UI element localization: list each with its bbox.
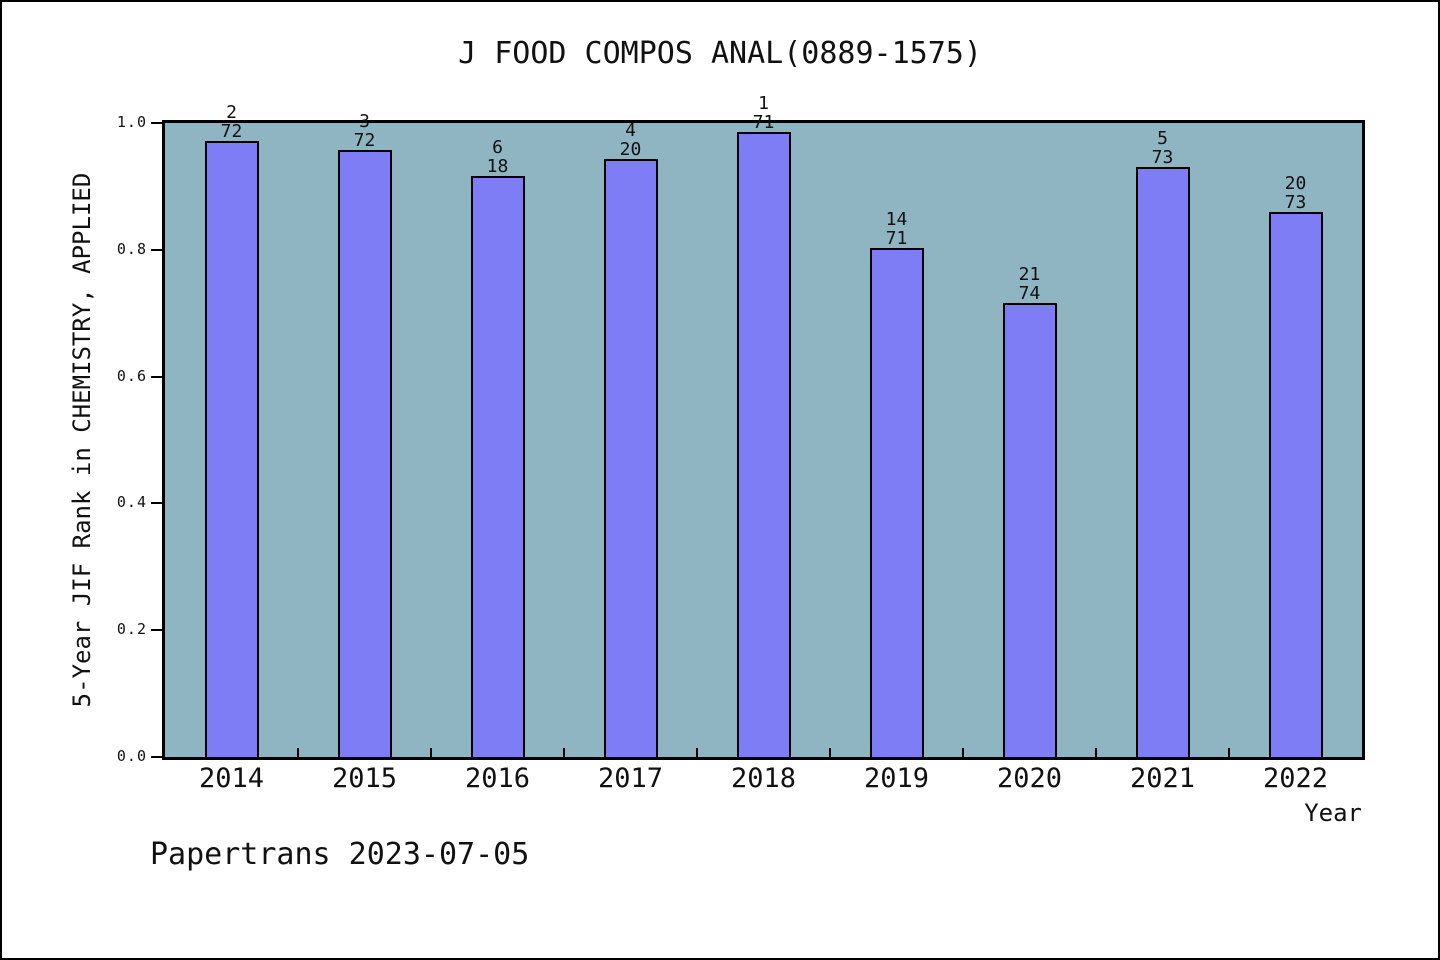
- bar-annotation-total: 71: [752, 112, 775, 133]
- y-tick-label: 0.4: [116, 493, 147, 511]
- bar: [1268, 212, 1323, 757]
- bar-annotation-rank: 14: [885, 209, 908, 230]
- bar: [470, 176, 525, 757]
- bar: [869, 248, 924, 757]
- footer-watermark: Papertrans 2023-07-05: [150, 837, 530, 872]
- x-minor-tick-mark: [962, 748, 964, 757]
- y-tick-label: 0.0: [116, 747, 147, 765]
- bar-annotation: 4 20: [586, 121, 676, 159]
- y-tick-label: 0.6: [116, 367, 147, 385]
- y-tick-label: 0.8: [116, 240, 147, 258]
- y-tick-label: 1.0: [116, 113, 147, 131]
- x-minor-tick-mark: [430, 748, 432, 757]
- y-tick-mark: [151, 122, 162, 124]
- x-tick-label: 2015: [331, 763, 398, 794]
- bar-annotation-rank: 3: [359, 111, 370, 132]
- y-tick-mark: [151, 376, 162, 378]
- bar-annotation-total: 74: [1018, 283, 1041, 304]
- y-tick-mark: [151, 756, 162, 758]
- bar: [1002, 303, 1057, 757]
- bar: [603, 159, 658, 757]
- bar-annotation-total: 73: [1151, 147, 1174, 168]
- y-tick-mark: [151, 502, 162, 504]
- x-minor-tick-mark: [297, 748, 299, 757]
- plot-area: 2 72 3 72 6 18 4 20 1 71 14 71 21 74 5 73 20 73: [162, 94, 1365, 760]
- bar: [1135, 167, 1190, 757]
- bar-annotation-rank: 20: [1284, 173, 1307, 194]
- bar-annotation: 3 72: [320, 112, 410, 150]
- y-tick-label: 0.2: [116, 620, 147, 638]
- bar-annotation-rank: 1: [758, 93, 769, 114]
- bar-annotation-rank: 4: [625, 120, 636, 141]
- x-tick-label: 2019: [863, 763, 930, 794]
- bar-annotation: 5 73: [1118, 129, 1208, 167]
- bar-annotation-total: 73: [1284, 192, 1307, 213]
- x-tick-label: 2014: [198, 763, 265, 794]
- x-tick-label: 2018: [730, 763, 797, 794]
- x-tick-label: 2021: [1129, 763, 1196, 794]
- y-tick-mark: [151, 629, 162, 631]
- y-tick-mark: [151, 249, 162, 251]
- bar-annotation-total: 20: [619, 139, 642, 160]
- bar-annotation-total: 72: [353, 130, 376, 151]
- x-axis-title: Year: [1304, 799, 1362, 827]
- bar-annotation: 20 73: [1251, 174, 1341, 212]
- x-tick-label: 2017: [597, 763, 664, 794]
- bar-annotation-rank: 6: [492, 137, 503, 158]
- bar-annotation: 1 71: [719, 94, 809, 132]
- bar: [204, 141, 259, 757]
- bar-annotation-rank: 2: [226, 102, 237, 123]
- bar-annotation-rank: 5: [1157, 128, 1168, 149]
- bar-annotation: 6 18: [453, 138, 543, 176]
- bar-annotation: 14 71: [852, 210, 942, 248]
- x-minor-tick-mark: [696, 748, 698, 757]
- bar-annotation-total: 72: [220, 121, 243, 142]
- page-title: J FOOD COMPOS ANAL(0889-1575): [458, 36, 982, 71]
- x-tick-label: 2016: [464, 763, 531, 794]
- y-axis-title: 5-Year JIF Rank in CHEMISTRY, APPLIED: [68, 172, 96, 708]
- bar: [736, 132, 791, 757]
- bar-annotation-rank: 21: [1018, 264, 1041, 285]
- x-tick-label: 2020: [996, 763, 1063, 794]
- bar-annotation: 2 72: [187, 103, 277, 141]
- bar: [337, 150, 392, 757]
- x-minor-tick-mark: [829, 748, 831, 757]
- bar-annotation: 21 74: [985, 265, 1075, 303]
- x-minor-tick-mark: [1095, 748, 1097, 757]
- plot-content: 2 72 3 72 6 18 4 20 1 71 14 71 21 74 5 73 20 73: [165, 94, 1362, 757]
- x-tick-label: 2022: [1262, 763, 1329, 794]
- x-minor-tick-mark: [1228, 748, 1230, 757]
- bar-annotation-total: 18: [486, 156, 509, 177]
- bar-annotation-total: 71: [885, 228, 908, 249]
- x-minor-tick-mark: [563, 748, 565, 757]
